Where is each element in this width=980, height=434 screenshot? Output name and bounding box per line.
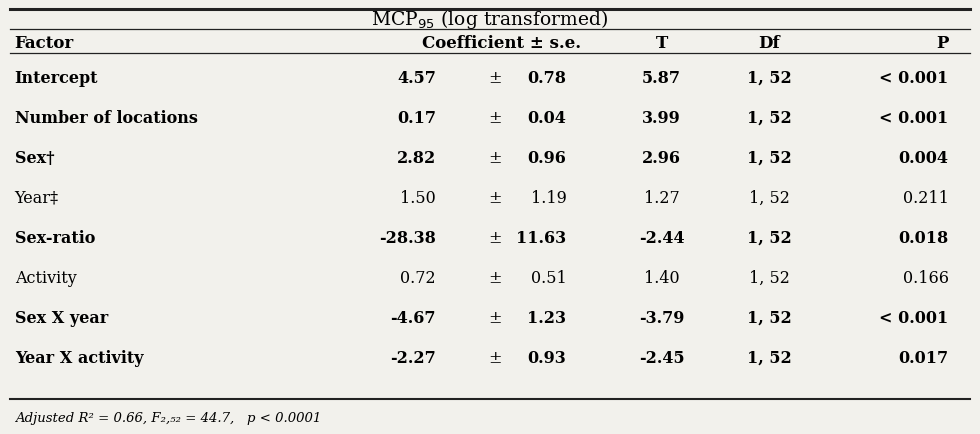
Text: 1, 52: 1, 52 [747, 349, 792, 366]
Text: 2.96: 2.96 [642, 149, 681, 167]
Text: 2.82: 2.82 [397, 149, 436, 167]
Text: 0.04: 0.04 [527, 109, 566, 127]
Text: Intercept: Intercept [15, 69, 98, 87]
Text: 1, 52: 1, 52 [747, 309, 792, 326]
Text: P: P [936, 35, 949, 52]
Text: Sex†: Sex† [15, 149, 54, 167]
Text: 11.63: 11.63 [516, 229, 566, 247]
Text: ±: ± [488, 109, 502, 127]
Text: ±: ± [488, 69, 502, 87]
Text: Activity: Activity [15, 269, 76, 286]
Text: < 0.001: < 0.001 [879, 69, 949, 87]
Text: 5.87: 5.87 [642, 69, 681, 87]
Text: Coefficient ± s.e.: Coefficient ± s.e. [421, 35, 581, 52]
Text: ±: ± [488, 309, 502, 326]
Text: -28.38: -28.38 [379, 229, 436, 247]
Text: 0.211: 0.211 [903, 189, 949, 207]
Text: 0.78: 0.78 [527, 69, 566, 87]
Text: ±: ± [488, 189, 502, 207]
Text: Year X activity: Year X activity [15, 349, 143, 366]
Text: -2.45: -2.45 [639, 349, 684, 366]
Text: Year‡: Year‡ [15, 189, 59, 207]
Text: ±: ± [488, 229, 502, 247]
Text: ±: ± [488, 149, 502, 167]
Text: < 0.001: < 0.001 [879, 109, 949, 127]
Text: 0.017: 0.017 [899, 349, 949, 366]
Text: < 0.001: < 0.001 [879, 309, 949, 326]
Text: MCP$_{95}$ (log transformed): MCP$_{95}$ (log transformed) [371, 8, 609, 31]
Text: 1.23: 1.23 [527, 309, 566, 326]
Text: 0.72: 0.72 [401, 269, 436, 286]
Text: 0.96: 0.96 [527, 149, 566, 167]
Text: 0.93: 0.93 [527, 349, 566, 366]
Text: -4.67: -4.67 [391, 309, 436, 326]
Text: 3.99: 3.99 [642, 109, 681, 127]
Text: 0.17: 0.17 [397, 109, 436, 127]
Text: 1.40: 1.40 [644, 269, 679, 286]
Text: 1, 52: 1, 52 [747, 69, 792, 87]
Text: 1, 52: 1, 52 [747, 109, 792, 127]
Text: Factor: Factor [15, 35, 74, 52]
Text: 0.004: 0.004 [899, 149, 949, 167]
Text: 1.50: 1.50 [401, 189, 436, 207]
Text: 4.57: 4.57 [397, 69, 436, 87]
Text: ±: ± [488, 269, 502, 286]
Text: Number of locations: Number of locations [15, 109, 198, 127]
Text: ±: ± [488, 349, 502, 366]
Text: Sex-ratio: Sex-ratio [15, 229, 95, 247]
Text: Df: Df [759, 35, 780, 52]
Text: 1, 52: 1, 52 [747, 229, 792, 247]
Text: 1, 52: 1, 52 [749, 269, 790, 286]
Text: 0.018: 0.018 [899, 229, 949, 247]
Text: -2.44: -2.44 [639, 229, 684, 247]
Text: 1.27: 1.27 [644, 189, 679, 207]
Text: 1, 52: 1, 52 [747, 149, 792, 167]
Text: 1.19: 1.19 [530, 189, 566, 207]
Text: 0.51: 0.51 [531, 269, 566, 286]
Text: -3.79: -3.79 [639, 309, 684, 326]
Text: 1, 52: 1, 52 [749, 189, 790, 207]
Text: Adjusted R² = 0.66, F₂,₅₂ = 44.7,   p < 0.0001: Adjusted R² = 0.66, F₂,₅₂ = 44.7, p < 0.… [15, 411, 320, 424]
Text: Sex X year: Sex X year [15, 309, 108, 326]
Text: T: T [656, 35, 667, 52]
Text: 0.166: 0.166 [903, 269, 949, 286]
Text: -2.27: -2.27 [390, 349, 436, 366]
